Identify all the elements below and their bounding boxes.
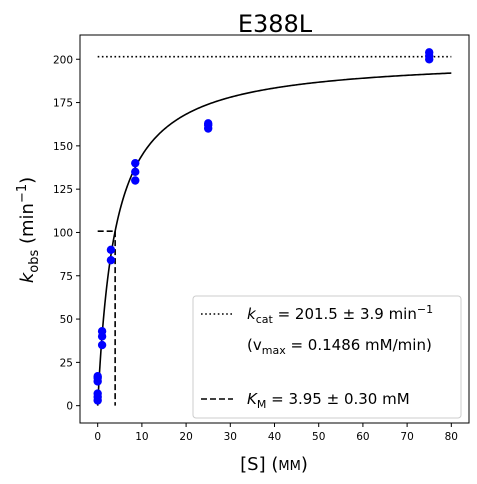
x-tick-label: 80 bbox=[445, 431, 458, 443]
x-axis-label: [S] (mM) bbox=[240, 454, 308, 475]
x-axis: 0 10 20 30 40 50 60 70 80 bbox=[94, 423, 458, 443]
data-point bbox=[131, 167, 140, 177]
x-tick-label: 10 bbox=[135, 431, 148, 443]
legend-km-label: KM = 3.95 ± 0.30 mM bbox=[247, 390, 410, 411]
y-axis: 0 25 50 75 100 125 150 175 200 bbox=[53, 54, 80, 413]
y-tick-label: 100 bbox=[53, 227, 73, 239]
y-tick-label: 175 bbox=[53, 98, 73, 110]
fit-curve bbox=[96, 72, 452, 406]
data-point bbox=[203, 119, 213, 128]
legend-kcat-label: kcat = 201.5 ± 3.9 min−1 bbox=[247, 303, 433, 326]
y-axis-label: kobs (min−1) bbox=[15, 177, 42, 283]
x-tick-label: 50 bbox=[312, 431, 325, 443]
data-point bbox=[425, 48, 434, 57]
x-tick-label: 30 bbox=[224, 431, 237, 443]
x-tick-label: 60 bbox=[356, 431, 369, 443]
legend-vmax-label: (vmax = 0.1486 mM/min) bbox=[247, 336, 432, 357]
y-tick-label: 200 bbox=[53, 54, 73, 66]
data-point bbox=[97, 340, 107, 350]
data-point bbox=[97, 326, 107, 336]
x-tick-label: 0 bbox=[94, 431, 101, 443]
data-point bbox=[106, 245, 116, 254]
data-point bbox=[93, 372, 102, 381]
y-tick-label: 150 bbox=[53, 141, 73, 153]
y-tick-label: 25 bbox=[60, 357, 73, 369]
chart-title: E388L bbox=[238, 10, 313, 38]
x-tick-label: 20 bbox=[179, 431, 192, 443]
data-point bbox=[131, 176, 140, 185]
y-tick-label: 125 bbox=[53, 184, 73, 196]
x-tick-label: 70 bbox=[400, 431, 413, 443]
data-point bbox=[131, 158, 140, 168]
y-tick-label: 75 bbox=[60, 271, 73, 283]
plot-series bbox=[93, 48, 452, 406]
data-point bbox=[106, 255, 116, 265]
legend: kcat = 201.5 ± 3.9 min−1 (vmax = 0.1486 … bbox=[192, 295, 462, 419]
x-tick-label: 40 bbox=[268, 431, 281, 443]
y-tick-label: 0 bbox=[66, 401, 73, 413]
y-tick-label: 50 bbox=[60, 314, 73, 326]
data-point bbox=[93, 389, 102, 398]
